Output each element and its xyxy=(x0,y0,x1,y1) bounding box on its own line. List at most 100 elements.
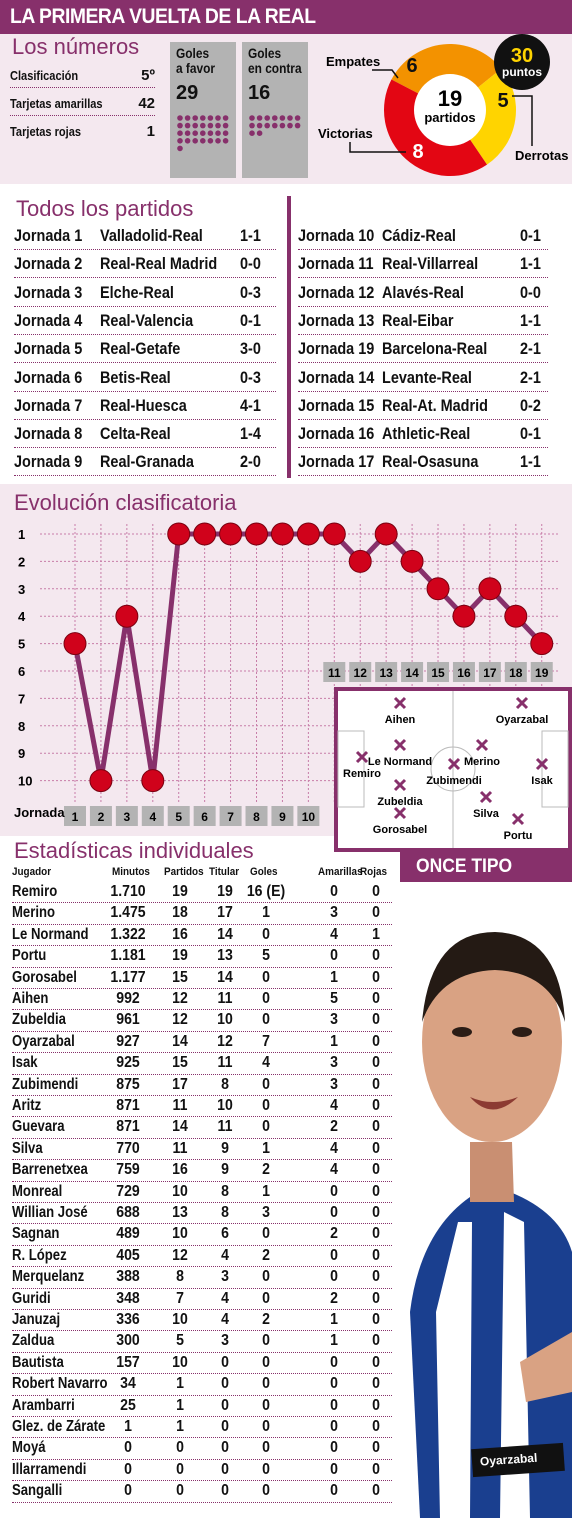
match-teams: Real-Huesca xyxy=(100,395,187,415)
match-teams: Real-Granada xyxy=(100,452,194,472)
player-marker xyxy=(535,757,549,771)
legend-victorias: Victorias xyxy=(318,126,373,141)
stat-cell: 688 xyxy=(116,1204,140,1221)
match-teams: Athletic-Real xyxy=(382,424,471,444)
stat-cell: 0 xyxy=(372,1332,380,1350)
leader-victorias xyxy=(349,142,406,153)
stat-cell: 0 xyxy=(330,1439,338,1457)
stats-row: Isak 925 15 11 4 3 0 xyxy=(12,1053,392,1075)
stats-col-header: Partidos xyxy=(164,866,204,878)
y-tick-label: 7 xyxy=(18,691,25,706)
stat-cell: 0 xyxy=(330,883,338,900)
match-score: 0-3 xyxy=(240,282,261,302)
match-score: 0-2 xyxy=(520,395,541,415)
player-name-cell: Aritz xyxy=(12,1097,42,1114)
stat-cell: 11 xyxy=(217,1118,233,1136)
stat-cell: 19 xyxy=(217,883,233,900)
pitch-box-left xyxy=(337,730,365,808)
goal-dot xyxy=(287,115,293,121)
match-score: 0-0 xyxy=(520,282,541,302)
goal-dot xyxy=(294,122,301,129)
stat-cell: 16 xyxy=(172,925,188,943)
x-tick-box xyxy=(323,662,346,682)
points-badge-label: puntos xyxy=(502,65,542,79)
stat-cell: 388 xyxy=(116,1268,140,1286)
goal-dot xyxy=(215,130,221,136)
stat-cell: 0 xyxy=(221,1460,229,1478)
donut-hole xyxy=(414,74,486,146)
stats-row: Robert Navarro 34 1 0 0 0 0 xyxy=(12,1374,392,1396)
match-score: 1-1 xyxy=(520,254,541,274)
y-tick-label: 9 xyxy=(18,746,25,761)
stat-cell: 0 xyxy=(262,1396,270,1414)
match-row: Jornada 8 Celta-Real 1-4 xyxy=(14,420,276,449)
player-marker xyxy=(355,750,369,764)
stat-cell: 300 xyxy=(116,1332,140,1350)
goal-dot xyxy=(192,122,198,129)
data-point xyxy=(63,632,87,656)
player-name-cell: Guridi xyxy=(12,1289,51,1307)
stat-cell: 0 xyxy=(262,1118,270,1136)
x-tick-box xyxy=(245,806,268,826)
match-row: Jornada 12 Alavés-Real 0-0 xyxy=(298,279,548,307)
stat-cell: 0 xyxy=(262,1332,270,1350)
stat-cell: 348 xyxy=(116,1289,140,1307)
match-row: Jornada 17 Real-Osasuna 1-1 xyxy=(298,448,548,477)
x-tick-label: 10 xyxy=(302,810,316,824)
goal-dot xyxy=(207,122,214,129)
stat-cell: 0 xyxy=(262,1289,270,1307)
stat-cell: 0 xyxy=(262,1482,270,1500)
match-jornada: Jornada 7 xyxy=(14,395,83,415)
stats-col-header: Goles xyxy=(250,866,278,878)
pitch-center-circle xyxy=(430,746,476,792)
goal-dot xyxy=(287,122,293,129)
match-jornada: Jornada 17 xyxy=(298,452,375,472)
stat-cell: 0 xyxy=(262,1439,270,1457)
x-tick-box xyxy=(219,806,242,826)
stat-value: 42 xyxy=(138,95,155,112)
x-tick-box xyxy=(530,662,553,682)
goal-dot xyxy=(222,138,229,144)
match-teams: Alavés-Real xyxy=(382,282,464,302)
match-row: Jornada 13 Real-Eibar 1-1 xyxy=(298,307,548,335)
stat-cell: 2 xyxy=(330,1289,338,1307)
stat-cell: 19 xyxy=(172,883,188,900)
field-player: Gorosabel xyxy=(373,806,427,836)
stat-cell: 0 xyxy=(262,968,270,986)
goal-dot xyxy=(279,115,286,121)
goal-dot xyxy=(200,130,206,136)
donut-value-empates: 6 xyxy=(406,55,417,77)
match-row: Jornada 1 Valladolid-Real 1-1 xyxy=(14,222,276,250)
stat-cell: 0 xyxy=(262,1353,270,1371)
stat-label: Tarjetas amarillas xyxy=(10,96,103,111)
stats-title: Estadísticas individuales xyxy=(14,838,254,863)
x-tick-label: 7 xyxy=(227,810,234,824)
field-player: Portu xyxy=(504,812,532,842)
match-jornada: Jornada 12 xyxy=(298,282,375,302)
data-point xyxy=(193,522,217,546)
stat-cell: 12 xyxy=(172,990,188,1007)
x-tick-box xyxy=(115,806,138,826)
stats-row: Zubimendi 875 17 8 0 3 0 xyxy=(12,1075,392,1096)
stat-cell: 0 xyxy=(262,1097,270,1114)
goal-dot xyxy=(177,145,183,152)
player-name-cell: Le Normand xyxy=(12,925,89,943)
player-name-cell: Barrenetxea xyxy=(12,1161,88,1179)
goal-dot xyxy=(294,115,301,121)
player-name-cell: Aihen xyxy=(12,990,49,1007)
stat-cell: 729 xyxy=(116,1182,140,1200)
stat-value: 1 xyxy=(146,123,155,140)
stat-cell: 5 xyxy=(176,1332,184,1350)
stats-row: Willian José 688 13 8 3 0 0 xyxy=(12,1203,392,1225)
stat-cell: 10 xyxy=(172,1182,188,1200)
goles-contra-value: 16 xyxy=(248,82,271,104)
x-tick-box xyxy=(167,806,190,826)
stat-cell: 925 xyxy=(116,1054,140,1072)
stat-cell: 770 xyxy=(116,1139,140,1157)
match-jornada: Jornada 6 xyxy=(14,367,83,387)
data-point xyxy=(115,604,139,628)
stat-cell: 4 xyxy=(262,1054,270,1072)
player-name: Zubeldia xyxy=(377,796,423,808)
goal-dot xyxy=(192,138,198,144)
match-teams: Real-Villarreal xyxy=(382,254,479,274)
